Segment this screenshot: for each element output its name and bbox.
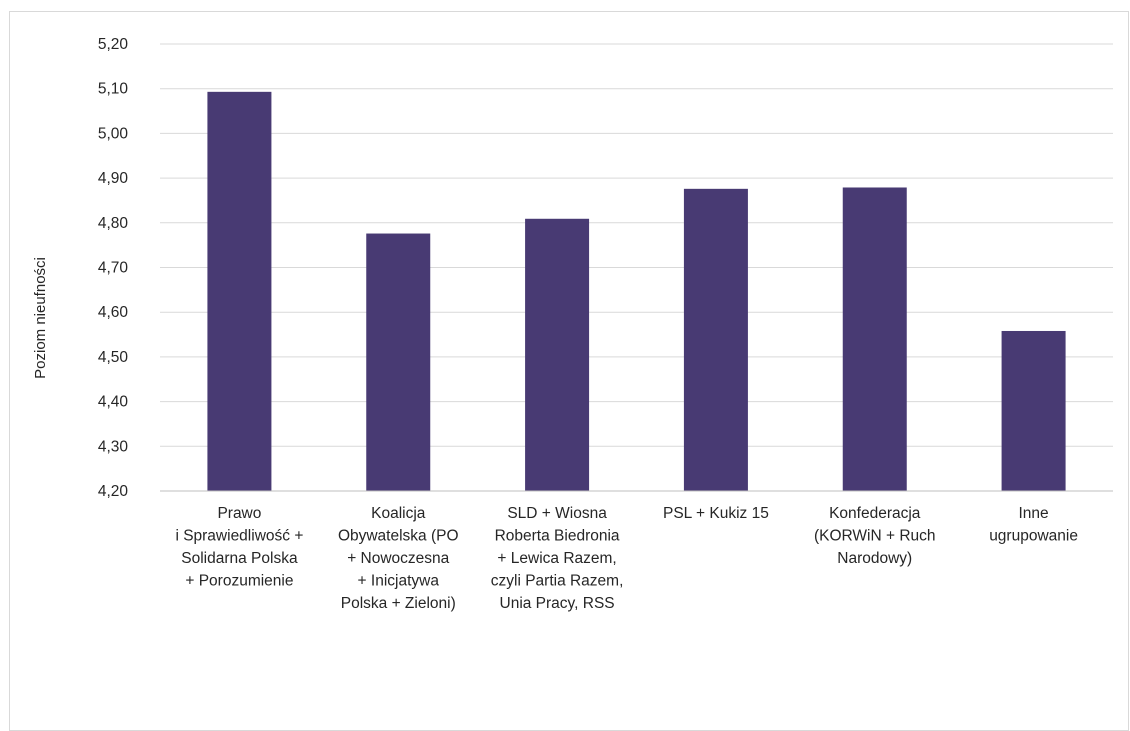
y-tick-label: 5,10 — [98, 81, 129, 98]
y-tick-label: 4,50 — [98, 349, 129, 366]
bar-chart: 4,20 4,30 4,40 4,50 4,60 4,70 4,80 4,90 5,00 5,10… — [32, 36, 1113, 612]
y-tick-label: 4,90 — [98, 170, 129, 187]
chart-area: 4,20 4,30 4,40 4,50 4,60 4,70 4,80 4,90 5,00 5,10… — [9, 11, 1129, 731]
y-tick-label: 4,30 — [98, 438, 129, 455]
y-tick-labels: 4,20 4,30 4,40 4,50 4,60 4,70 4,80 4,90 5,00 5,10… — [98, 36, 129, 500]
x-category-label: Koalicja Obywatelska (PO + Nowoczesna + Ini… — [338, 505, 459, 612]
y-tick-label: 4,70 — [98, 260, 129, 277]
bar — [366, 233, 431, 491]
y-tick-label: 4,40 — [98, 394, 129, 411]
y-tick-label: 4,20 — [98, 483, 129, 500]
bar — [207, 91, 272, 491]
y-tick-label: 4,80 — [98, 215, 129, 232]
x-category-labels: Prawo i Sprawiedliwość + Solidarna Polska +… — [175, 505, 1078, 612]
x-category-label: PSL + Kukiz 15 — [663, 505, 769, 522]
bar — [525, 218, 590, 492]
x-category-label: Prawo i Sprawiedliwość + Solidarna Polska +… — [175, 505, 303, 590]
y-tick-label: 5,00 — [98, 125, 129, 142]
gridlines — [160, 43, 1113, 447]
y-tick-label: 4,60 — [98, 304, 129, 321]
x-category-label: SLD + Wiosna Roberta Biedronia + Lewica Ra… — [491, 505, 624, 612]
x-category-label: Konfederacja (KORWiN + Ruch Narodowy) — [814, 505, 936, 567]
bar — [842, 187, 907, 491]
bars — [207, 91, 1066, 492]
y-tick-label: 5,20 — [98, 36, 129, 53]
y-axis-title: Poziom nieufności — [32, 257, 49, 379]
bar — [683, 188, 748, 491]
x-category-label: Inne ugrupowanie — [989, 505, 1078, 545]
bar — [1001, 330, 1066, 491]
